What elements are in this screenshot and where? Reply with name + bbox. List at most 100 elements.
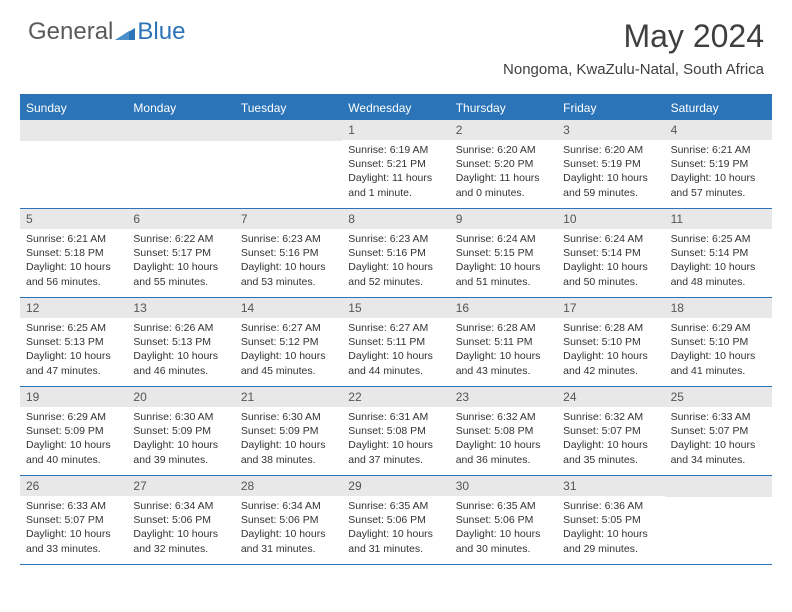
sunset-text: Sunset: 5:09 PM bbox=[241, 424, 336, 438]
date-num: 10 bbox=[557, 209, 664, 229]
day-cell: 29Sunrise: 6:35 AMSunset: 5:06 PMDayligh… bbox=[342, 476, 449, 564]
sunrise-text: Sunrise: 6:20 AM bbox=[563, 143, 658, 157]
daylight-text: Daylight: 10 hours and 42 minutes. bbox=[563, 349, 658, 377]
day-cell: 30Sunrise: 6:35 AMSunset: 5:06 PMDayligh… bbox=[450, 476, 557, 564]
sunset-text: Sunset: 5:07 PM bbox=[671, 424, 766, 438]
daylight-text: Daylight: 10 hours and 32 minutes. bbox=[133, 527, 228, 555]
daylight-text: Daylight: 10 hours and 39 minutes. bbox=[133, 438, 228, 466]
date-num: 24 bbox=[557, 387, 664, 407]
date-num: 11 bbox=[665, 209, 772, 229]
date-num-empty bbox=[20, 120, 127, 141]
day-cell: 19Sunrise: 6:29 AMSunset: 5:09 PMDayligh… bbox=[20, 387, 127, 475]
day-info: Sunrise: 6:35 AMSunset: 5:06 PMDaylight:… bbox=[342, 496, 449, 560]
day-cell: 16Sunrise: 6:28 AMSunset: 5:11 PMDayligh… bbox=[450, 298, 557, 386]
day-cell: 12Sunrise: 6:25 AMSunset: 5:13 PMDayligh… bbox=[20, 298, 127, 386]
sunset-text: Sunset: 5:14 PM bbox=[563, 246, 658, 260]
date-num: 3 bbox=[557, 120, 664, 140]
daylight-text: Daylight: 10 hours and 46 minutes. bbox=[133, 349, 228, 377]
date-num: 6 bbox=[127, 209, 234, 229]
date-num: 25 bbox=[665, 387, 772, 407]
date-num: 18 bbox=[665, 298, 772, 318]
date-num: 22 bbox=[342, 387, 449, 407]
sunrise-text: Sunrise: 6:23 AM bbox=[348, 232, 443, 246]
day-info: Sunrise: 6:30 AMSunset: 5:09 PMDaylight:… bbox=[127, 407, 234, 471]
sunset-text: Sunset: 5:09 PM bbox=[26, 424, 121, 438]
sunrise-text: Sunrise: 6:33 AM bbox=[26, 499, 121, 513]
sunrise-text: Sunrise: 6:32 AM bbox=[456, 410, 551, 424]
sunrise-text: Sunrise: 6:19 AM bbox=[348, 143, 443, 157]
header: General Blue May 2024 Nongoma, KwaZulu-N… bbox=[0, 0, 792, 84]
date-num: 19 bbox=[20, 387, 127, 407]
date-num: 26 bbox=[20, 476, 127, 496]
day-cell: 10Sunrise: 6:24 AMSunset: 5:14 PMDayligh… bbox=[557, 209, 664, 297]
sunset-text: Sunset: 5:20 PM bbox=[456, 157, 551, 171]
logo-text-general: General bbox=[28, 18, 113, 46]
daylight-text: Daylight: 10 hours and 53 minutes. bbox=[241, 260, 336, 288]
week-row: 12Sunrise: 6:25 AMSunset: 5:13 PMDayligh… bbox=[20, 298, 772, 387]
day-cell: 24Sunrise: 6:32 AMSunset: 5:07 PMDayligh… bbox=[557, 387, 664, 475]
day-info: Sunrise: 6:23 AMSunset: 5:16 PMDaylight:… bbox=[235, 229, 342, 293]
sunrise-text: Sunrise: 6:26 AM bbox=[133, 321, 228, 335]
logo: General Blue bbox=[28, 18, 185, 46]
logo-text-blue: Blue bbox=[137, 18, 185, 46]
sunrise-text: Sunrise: 6:28 AM bbox=[563, 321, 658, 335]
sunrise-text: Sunrise: 6:33 AM bbox=[671, 410, 766, 424]
daylight-text: Daylight: 10 hours and 34 minutes. bbox=[671, 438, 766, 466]
day-info: Sunrise: 6:28 AMSunset: 5:11 PMDaylight:… bbox=[450, 318, 557, 382]
day-header-wed: Wednesday bbox=[342, 96, 449, 120]
day-cell bbox=[127, 120, 234, 208]
daylight-text: Daylight: 10 hours and 55 minutes. bbox=[133, 260, 228, 288]
daylight-text: Daylight: 10 hours and 43 minutes. bbox=[456, 349, 551, 377]
week-row: 19Sunrise: 6:29 AMSunset: 5:09 PMDayligh… bbox=[20, 387, 772, 476]
day-cell: 3Sunrise: 6:20 AMSunset: 5:19 PMDaylight… bbox=[557, 120, 664, 208]
date-num: 23 bbox=[450, 387, 557, 407]
sunset-text: Sunset: 5:10 PM bbox=[671, 335, 766, 349]
sunset-text: Sunset: 5:16 PM bbox=[348, 246, 443, 260]
date-num-empty bbox=[127, 120, 234, 141]
day-cell: 28Sunrise: 6:34 AMSunset: 5:06 PMDayligh… bbox=[235, 476, 342, 564]
date-num: 27 bbox=[127, 476, 234, 496]
day-info: Sunrise: 6:25 AMSunset: 5:14 PMDaylight:… bbox=[665, 229, 772, 293]
day-header-thu: Thursday bbox=[450, 96, 557, 120]
month-title: May 2024 bbox=[503, 18, 764, 55]
daylight-text: Daylight: 11 hours and 1 minute. bbox=[348, 171, 443, 199]
date-num: 8 bbox=[342, 209, 449, 229]
sunset-text: Sunset: 5:19 PM bbox=[671, 157, 766, 171]
day-cell: 15Sunrise: 6:27 AMSunset: 5:11 PMDayligh… bbox=[342, 298, 449, 386]
day-info: Sunrise: 6:23 AMSunset: 5:16 PMDaylight:… bbox=[342, 229, 449, 293]
day-info: Sunrise: 6:32 AMSunset: 5:07 PMDaylight:… bbox=[557, 407, 664, 471]
day-cell: 26Sunrise: 6:33 AMSunset: 5:07 PMDayligh… bbox=[20, 476, 127, 564]
day-info: Sunrise: 6:25 AMSunset: 5:13 PMDaylight:… bbox=[20, 318, 127, 382]
sunset-text: Sunset: 5:05 PM bbox=[563, 513, 658, 527]
day-info: Sunrise: 6:28 AMSunset: 5:10 PMDaylight:… bbox=[557, 318, 664, 382]
sunrise-text: Sunrise: 6:28 AM bbox=[456, 321, 551, 335]
daylight-text: Daylight: 10 hours and 45 minutes. bbox=[241, 349, 336, 377]
sunrise-text: Sunrise: 6:31 AM bbox=[348, 410, 443, 424]
day-header-fri: Friday bbox=[557, 96, 664, 120]
sunset-text: Sunset: 5:13 PM bbox=[133, 335, 228, 349]
day-info: Sunrise: 6:19 AMSunset: 5:21 PMDaylight:… bbox=[342, 140, 449, 204]
daylight-text: Daylight: 10 hours and 38 minutes. bbox=[241, 438, 336, 466]
date-num: 9 bbox=[450, 209, 557, 229]
sunrise-text: Sunrise: 6:35 AM bbox=[456, 499, 551, 513]
date-num: 20 bbox=[127, 387, 234, 407]
sunrise-text: Sunrise: 6:20 AM bbox=[456, 143, 551, 157]
daylight-text: Daylight: 10 hours and 33 minutes. bbox=[26, 527, 121, 555]
sunrise-text: Sunrise: 6:30 AM bbox=[133, 410, 228, 424]
sunrise-text: Sunrise: 6:34 AM bbox=[241, 499, 336, 513]
sunrise-text: Sunrise: 6:27 AM bbox=[348, 321, 443, 335]
sunset-text: Sunset: 5:08 PM bbox=[348, 424, 443, 438]
day-info: Sunrise: 6:33 AMSunset: 5:07 PMDaylight:… bbox=[20, 496, 127, 560]
day-info: Sunrise: 6:32 AMSunset: 5:08 PMDaylight:… bbox=[450, 407, 557, 471]
day-info: Sunrise: 6:21 AMSunset: 5:18 PMDaylight:… bbox=[20, 229, 127, 293]
daylight-text: Daylight: 10 hours and 52 minutes. bbox=[348, 260, 443, 288]
sunset-text: Sunset: 5:15 PM bbox=[456, 246, 551, 260]
day-cell: 27Sunrise: 6:34 AMSunset: 5:06 PMDayligh… bbox=[127, 476, 234, 564]
daylight-text: Daylight: 10 hours and 56 minutes. bbox=[26, 260, 121, 288]
date-num: 4 bbox=[665, 120, 772, 140]
daylight-text: Daylight: 10 hours and 51 minutes. bbox=[456, 260, 551, 288]
sunrise-text: Sunrise: 6:25 AM bbox=[671, 232, 766, 246]
sunset-text: Sunset: 5:12 PM bbox=[241, 335, 336, 349]
day-info: Sunrise: 6:29 AMSunset: 5:10 PMDaylight:… bbox=[665, 318, 772, 382]
sunset-text: Sunset: 5:11 PM bbox=[348, 335, 443, 349]
